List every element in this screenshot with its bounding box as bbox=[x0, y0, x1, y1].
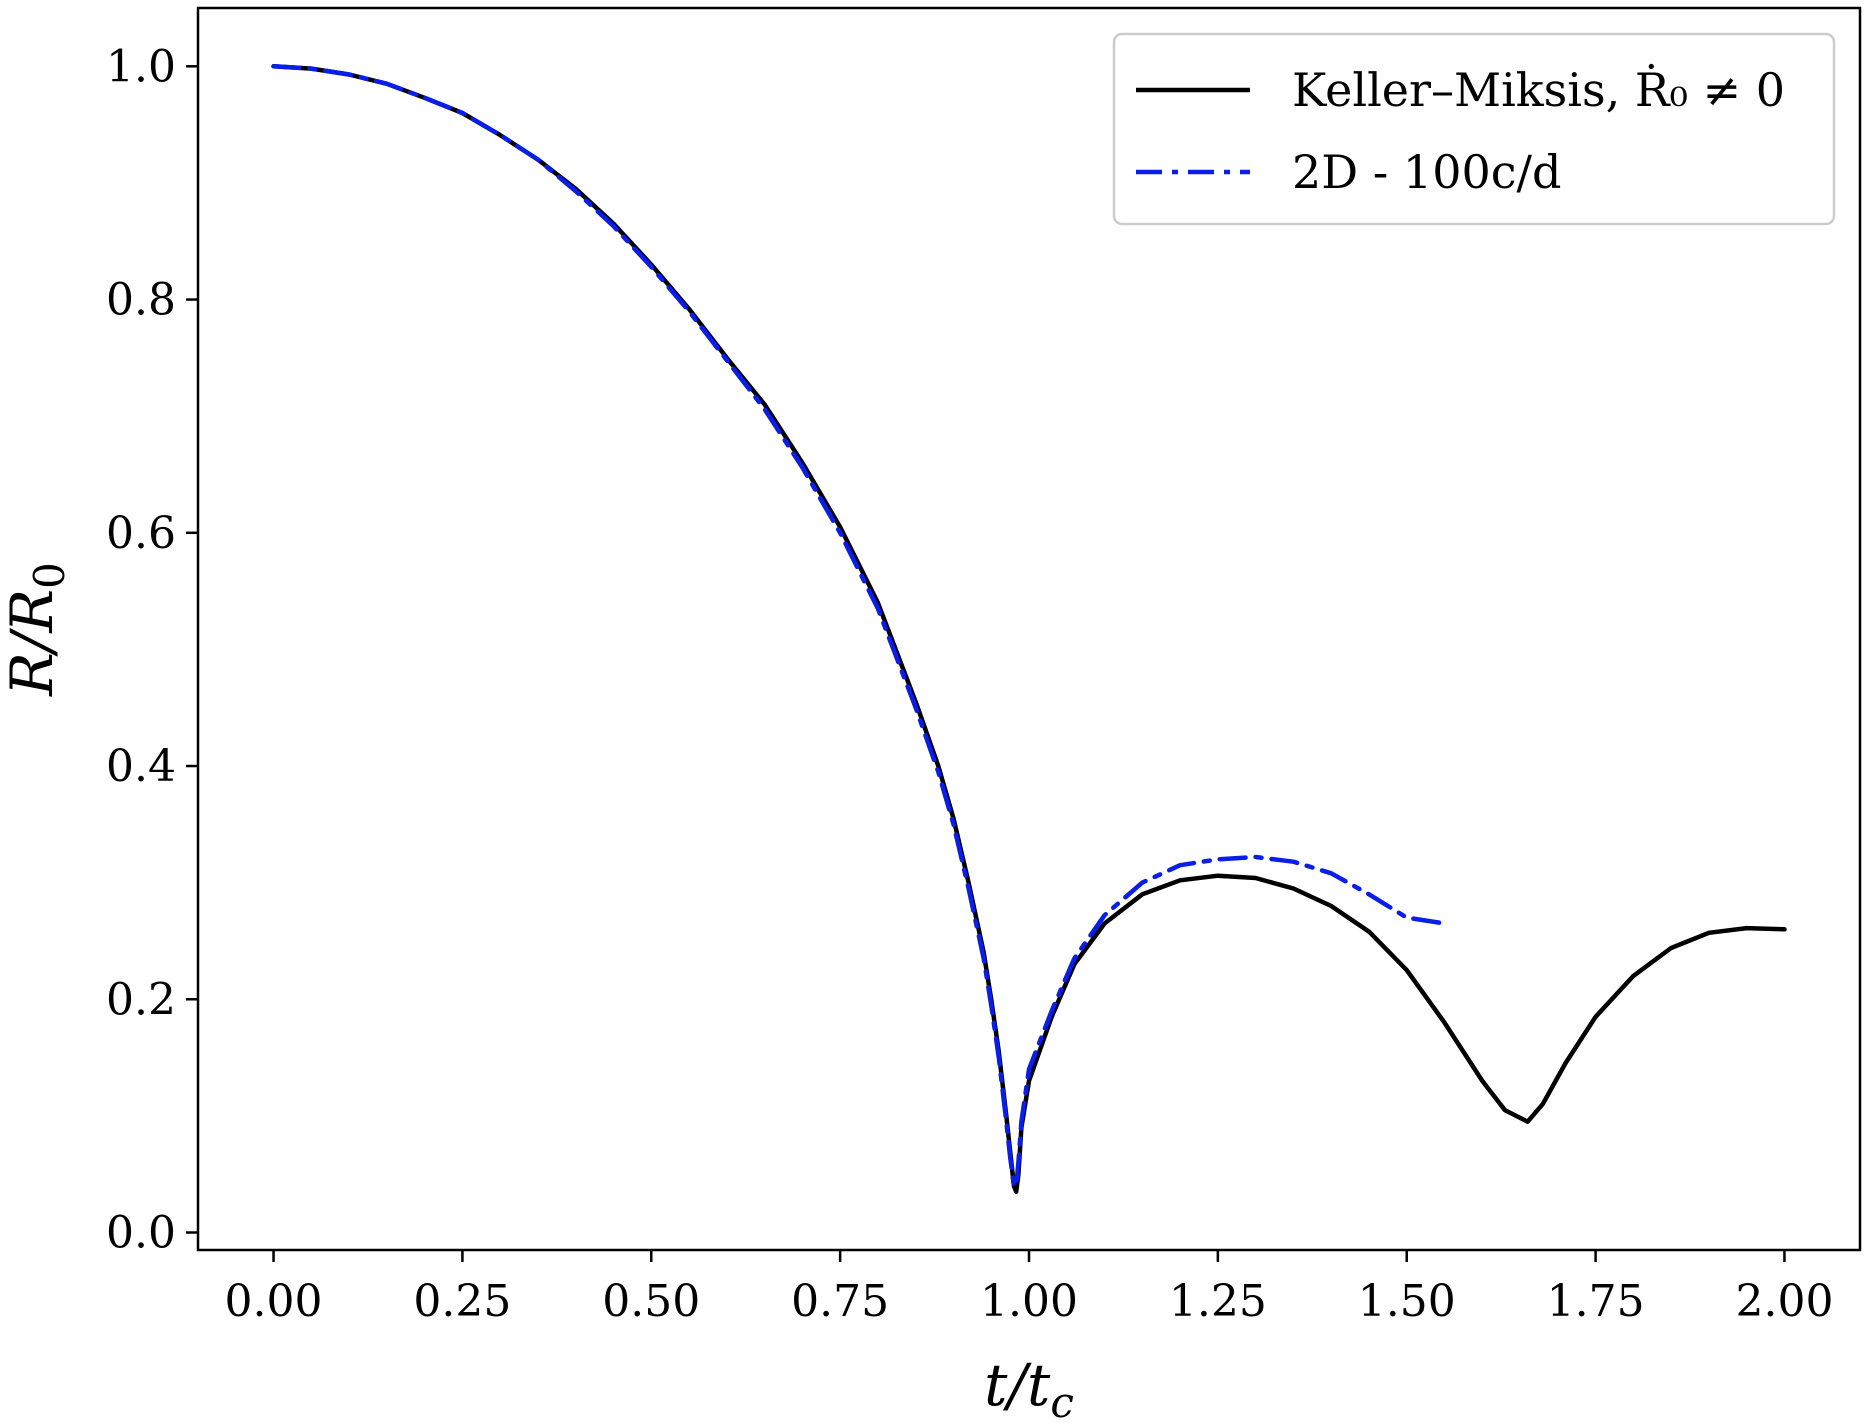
y-tick-label: 0.8 bbox=[106, 275, 176, 326]
y-tick-label: 0.0 bbox=[106, 1208, 176, 1259]
x-axis-label-main: t/t bbox=[984, 1351, 1051, 1419]
legend-box bbox=[1112, 32, 1836, 226]
y-tick-label: 0.2 bbox=[106, 974, 176, 1025]
y-axis-label-main: R/R bbox=[0, 589, 66, 697]
y-axis-ticks: 0.0 0.2 0.4 0.6 0.8 1.0 bbox=[106, 41, 198, 1259]
x-tick-label: 0.75 bbox=[791, 1276, 889, 1327]
y-axis-label: R/R0 bbox=[0, 562, 74, 697]
series-line-2d-100cd bbox=[271, 64, 1447, 1189]
y-tick-label: 1.0 bbox=[106, 41, 176, 92]
x-tick-label: 0.25 bbox=[413, 1276, 511, 1327]
x-tick-label: 2.00 bbox=[1735, 1276, 1833, 1327]
y-axis-label-sub: 0 bbox=[25, 562, 74, 589]
x-tick-label: 1.00 bbox=[980, 1276, 1078, 1327]
x-tick-label: 0.00 bbox=[225, 1276, 323, 1327]
x-tick-label: 1.50 bbox=[1358, 1276, 1456, 1327]
x-axis-label-sub: c bbox=[1050, 1378, 1074, 1424]
x-axis-label: t/tc bbox=[984, 1351, 1074, 1424]
x-tick-label: 1.25 bbox=[1169, 1276, 1267, 1327]
series-layer bbox=[271, 64, 1787, 1194]
x-tick-label: 1.75 bbox=[1547, 1276, 1645, 1327]
y-tick-label: 0.4 bbox=[106, 741, 176, 792]
legend-label-keller-miksis: Keller–Miksis, Ṙ₀ ≠ 0 bbox=[1292, 62, 1785, 117]
y-tick-label: 0.6 bbox=[106, 508, 176, 559]
x-tick-label: 0.50 bbox=[602, 1276, 700, 1327]
legend: Keller–Miksis, Ṙ₀ ≠ 0 2D - 100c/d bbox=[1112, 32, 1836, 226]
legend-label-2d-100cd: 2D - 100c/d bbox=[1292, 145, 1561, 199]
x-axis-ticks: 0.00 0.25 0.50 0.75 1.00 1.25 1.50 1.75 2.00 bbox=[225, 1250, 1833, 1327]
